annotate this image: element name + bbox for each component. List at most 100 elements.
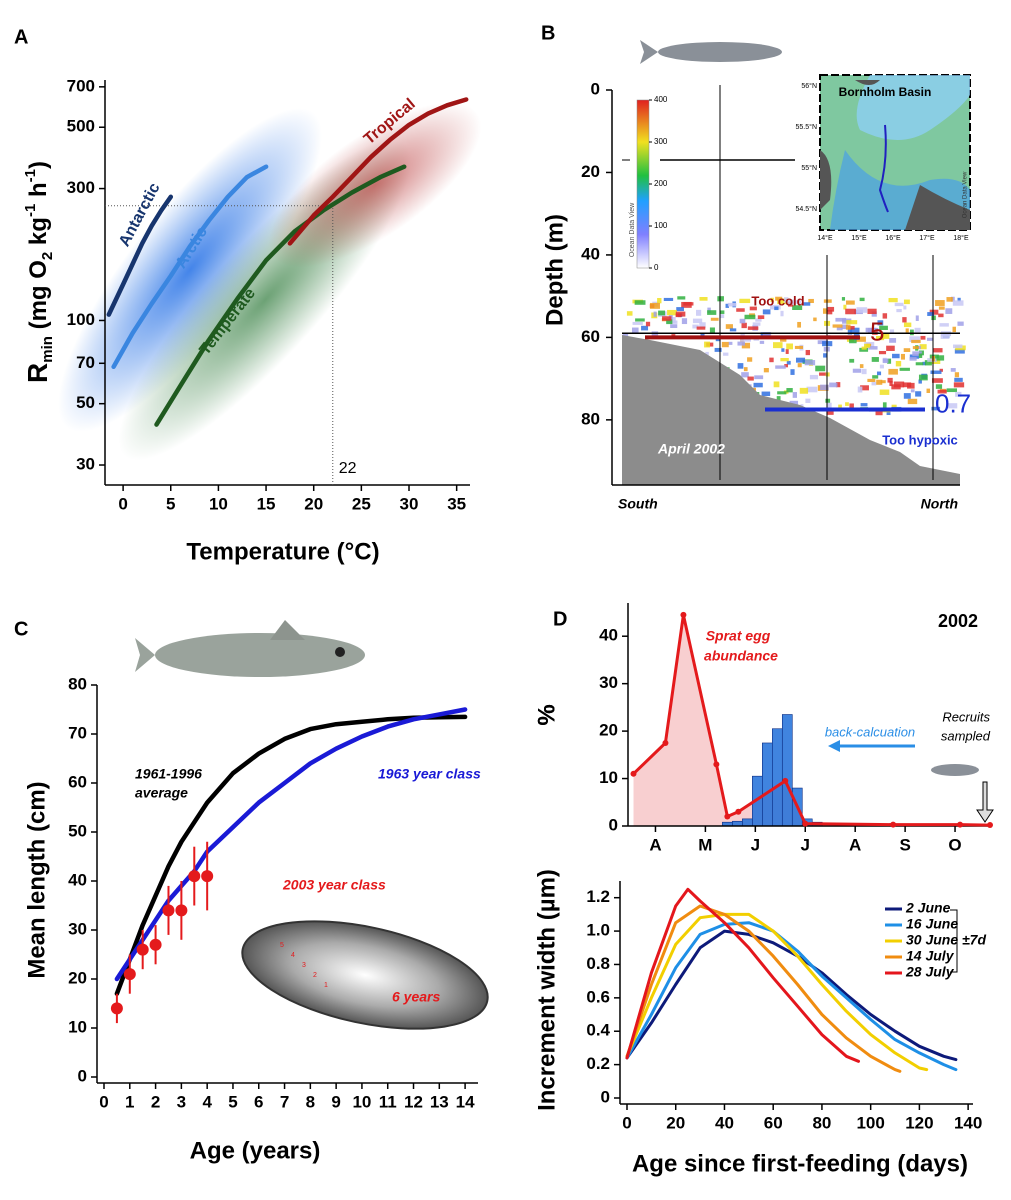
y-tick-label: 10 [599,768,618,787]
data-point [987,822,993,829]
echo-cell [918,353,923,358]
date-label: April 2002 [657,441,725,457]
x-tick-label: 11 [379,1092,397,1111]
echo-cell [926,337,934,341]
inset-lat-label: 54.5°N [796,205,817,213]
inset-map [819,74,971,231]
echo-cell [737,341,746,346]
y-tick-label: 50 [76,393,95,412]
echo-cell [935,384,943,389]
echo-cell [815,365,826,372]
annotation: Too hypoxic [882,432,958,447]
echo-cell [723,352,729,356]
echo-cell [879,389,890,395]
x-tick-label: 12 [404,1092,423,1111]
data-point [149,938,162,951]
echo-cell [649,302,660,309]
echo-cell [846,320,858,325]
data-point [782,777,789,784]
echo-cell [754,375,764,380]
echo-cell [910,389,915,393]
data-point [136,943,149,956]
echo-cell [667,309,677,316]
y-tick-label: 40 [599,626,618,645]
y-axis-title: % [533,704,560,725]
colorbar-tick-label: 300 [654,137,668,146]
x-tick-label: 120 [905,1113,933,1132]
echo-cell [692,324,699,329]
echo-cell [720,314,725,319]
echo-cell [888,297,898,303]
echo-cell [809,374,819,380]
echo-cell [662,316,672,321]
echo-cell [931,406,941,411]
echo-cell [954,348,965,354]
echo-cell [741,372,749,378]
echo-cell [892,353,900,359]
echo-cell [957,297,961,302]
panel-label: B [541,22,555,44]
echo-cell [632,327,639,333]
inset-lon-label: 14°E [817,234,833,242]
data-point [175,904,188,917]
colorbar [636,99,650,269]
echo-cell [918,379,922,384]
echo-cell [911,339,921,344]
echo-cell [704,341,710,348]
echo-cell [841,324,848,330]
y-axis-title: % [533,704,560,725]
echo-cell [871,381,877,386]
echo-cell [696,326,706,330]
echo-cell [878,350,887,355]
echo-cell [871,357,879,362]
echo-cell [856,307,868,313]
y-tick-label: 0.8 [586,954,610,973]
echo-cell [889,338,897,343]
echo-cell [681,318,688,325]
echo-cell [700,332,705,336]
transect-lines [622,85,934,480]
y-tick-label: 50 [68,821,87,840]
x-tick-label: 100 [856,1113,884,1132]
echo-cell [861,346,867,350]
legend-label: 14 July [906,948,955,964]
echo-cell [714,347,722,352]
echo-cell [729,328,737,332]
echo-cell [808,298,814,304]
echo-cell [757,315,765,320]
echo-cell [952,326,956,333]
histogram-bar [772,728,783,827]
x-tick-label: 10 [352,1092,371,1111]
legend-label: 2 June [905,900,951,916]
echo-cell [786,360,791,365]
echo-cell [882,313,888,319]
echo-cell [832,324,843,328]
echo-cell [634,300,646,305]
echo-cell [872,375,879,379]
echo-cell [626,311,633,316]
echo-cell [912,351,922,357]
echo-cell [857,386,863,393]
y-tick-label: 70 [68,723,87,742]
echo-cell [762,332,772,337]
echo-cell [875,409,883,416]
y-axis-title: Increment width (µm) [533,869,560,1111]
series-line [154,164,407,427]
panel-label: D [553,608,567,630]
echo-cell [927,312,935,316]
x-tick-label: 15 [257,494,276,513]
echo-cell [763,368,769,373]
echo-cell [753,382,763,388]
echo-cell [946,297,953,302]
echo-cell [728,341,733,345]
echo-cell [641,325,649,331]
echo-cell [954,372,960,378]
echo-cell [797,321,802,328]
inset-lat-label: 56°N [801,82,817,90]
echo-cell [725,324,733,329]
echo-cell [953,344,963,349]
y-tick-label: 60 [68,772,87,791]
echo-cell [860,385,869,391]
x-tick-label: 60 [764,1113,783,1132]
